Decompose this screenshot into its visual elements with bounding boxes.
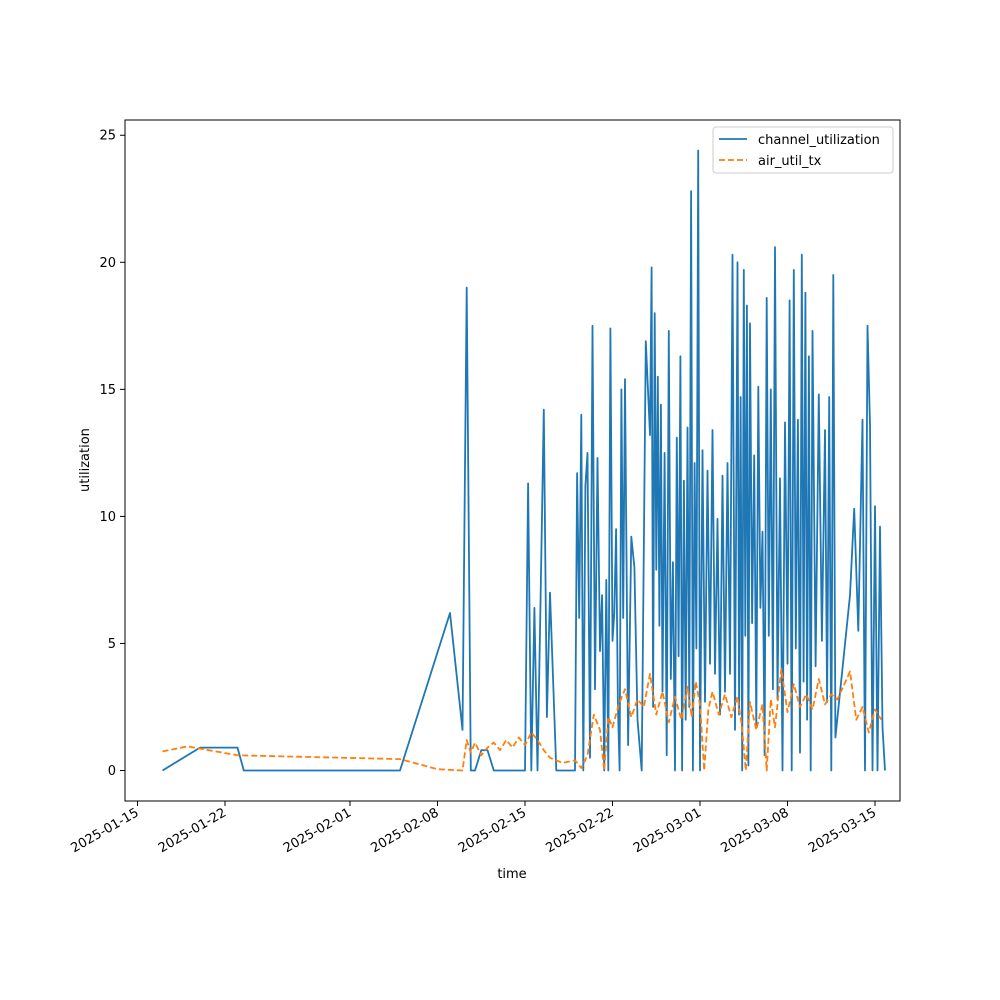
series-layer	[162, 149, 886, 772]
y-tick-label: 0	[108, 764, 116, 779]
y-tick-label: 5	[108, 637, 116, 652]
y-tick-label: 20	[99, 256, 116, 271]
x-axis-label: time	[497, 867, 526, 882]
series-line-channel-utilization	[162, 149, 886, 772]
legend: channel_utilization air_util_tx	[712, 126, 894, 174]
plot-frame	[124, 119, 901, 802]
legend-label: air_util_tx	[758, 154, 822, 169]
y-tick-label: 15	[99, 383, 116, 398]
y-axis-label: utilization	[78, 428, 93, 492]
series-line-air-util-tx	[162, 668, 883, 772]
y-axis: 0 5 10 15 20 25	[99, 129, 125, 779]
legend-label: channel_utilization	[758, 133, 880, 148]
y-tick-label: 10	[99, 510, 116, 525]
legend-box	[712, 126, 894, 174]
y-tick-label: 25	[99, 129, 116, 144]
